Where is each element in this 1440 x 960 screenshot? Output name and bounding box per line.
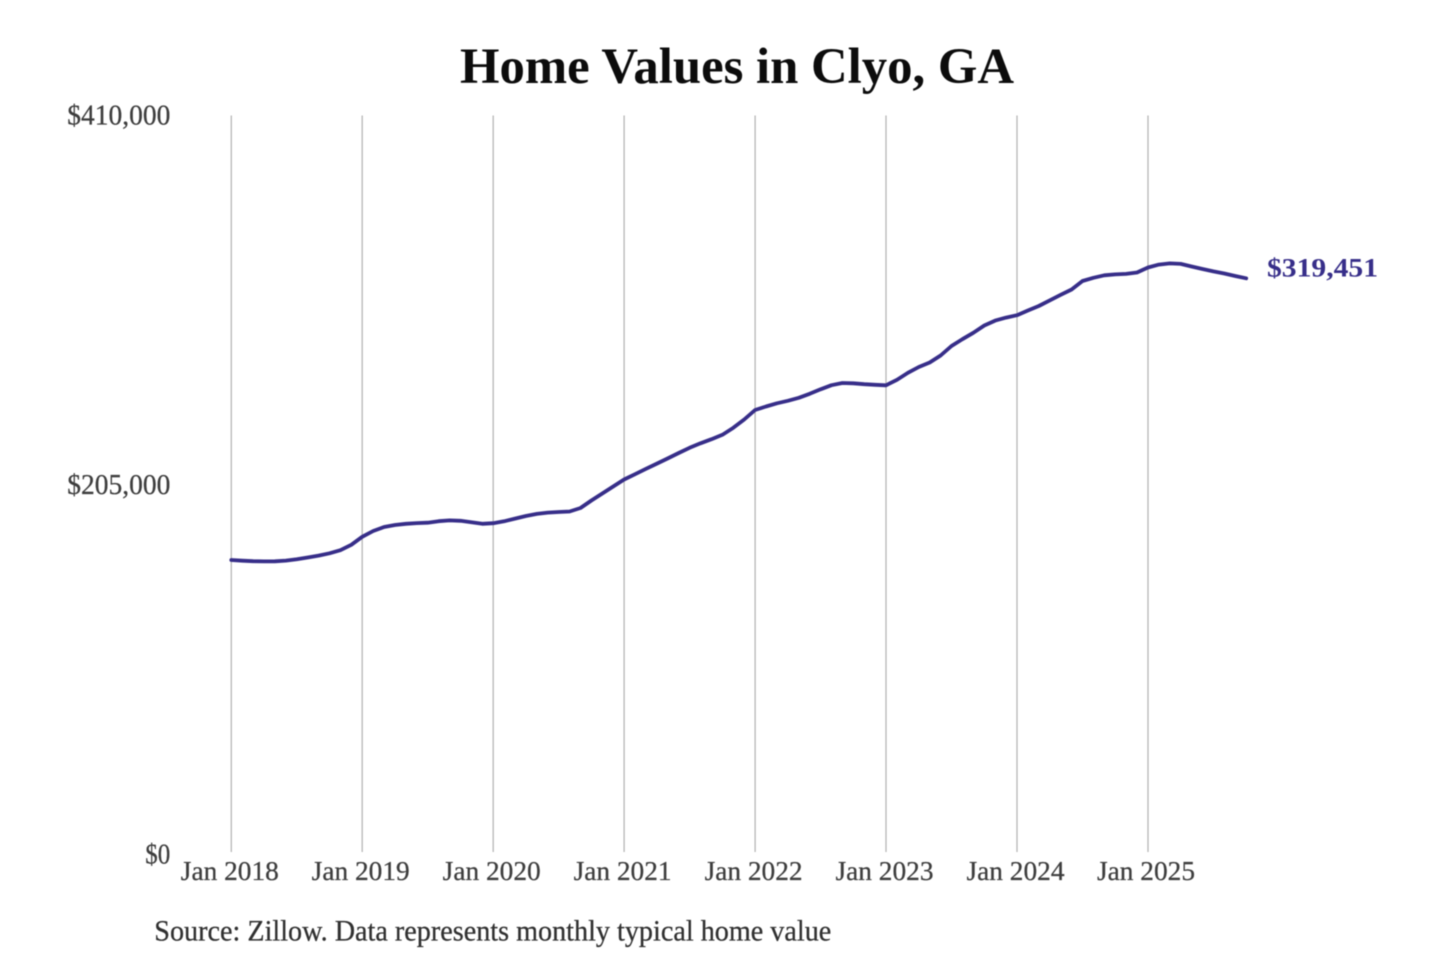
svg-text:Jan 2024: Jan 2024: [967, 856, 1065, 886]
svg-text:Home Values in Clyo, GA: Home Values in Clyo, GA: [460, 39, 1014, 95]
svg-text:Jan 2025: Jan 2025: [1097, 856, 1195, 886]
svg-text:Jan 2022: Jan 2022: [705, 856, 803, 886]
svg-text:$319,451: $319,451: [1267, 253, 1378, 282]
svg-text:Source: Zillow. Data represent: Source: Zillow. Data represents monthly …: [154, 914, 831, 947]
svg-text:Jan 2021: Jan 2021: [574, 856, 672, 886]
svg-text:Jan 2020: Jan 2020: [443, 856, 541, 886]
svg-text:Jan 2019: Jan 2019: [312, 856, 410, 886]
svg-text:Jan 2018: Jan 2018: [181, 856, 279, 886]
svg-text:Jan 2023: Jan 2023: [836, 856, 934, 886]
svg-text:$0: $0: [145, 840, 170, 871]
svg-text:$410,000: $410,000: [67, 100, 170, 131]
svg-text:$205,000: $205,000: [67, 470, 170, 501]
